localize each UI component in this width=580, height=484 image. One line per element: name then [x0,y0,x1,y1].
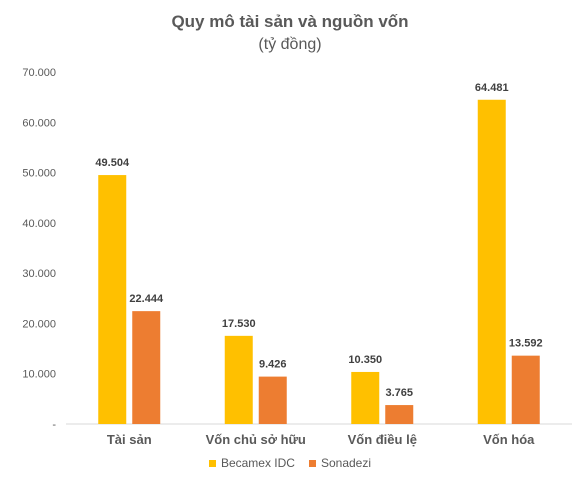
bar [385,405,414,424]
x-tick-label: Tài sản [107,432,152,447]
x-tick-label: Vốn chủ sở hữu [206,432,306,447]
legend-label-becamex: Becamex IDC [220,456,295,470]
y-tick-label: 30.000 [22,268,56,280]
y-tick-label: 70.000 [22,67,56,79]
x-tick-label: Vốn hóa [483,432,535,447]
bar [224,335,253,424]
bar [477,99,506,424]
data-label: 9.426 [259,359,287,371]
y-tick-label: 40.000 [22,218,56,230]
legend: Becamex IDC Sonadezi [0,456,580,470]
bar [132,311,161,424]
x-tick-label: Vốn điều lệ [348,432,417,447]
legend-swatch-becamex [208,459,216,467]
legend-label-sonadezi: Sonadezi [320,456,372,470]
bar [511,355,540,424]
data-label: 10.350 [348,354,382,366]
chart-subtitle: (tỷ đồng) [258,36,322,53]
data-label: 13.592 [509,338,543,350]
y-tick-label: 60.000 [22,117,56,129]
y-tick-label: 10.000 [22,369,56,381]
legend-item-sonadezi: Sonadezi [308,456,372,470]
data-label: 3.765 [385,387,413,399]
data-label: 22.444 [129,293,164,305]
legend-swatch-sonadezi [308,459,316,467]
bar [258,376,287,424]
y-tick-label: - [52,419,56,431]
data-label: 64.481 [475,82,509,94]
legend-item-becamex: Becamex IDC [208,456,295,470]
data-label: 49.504 [95,157,130,169]
chart-title: Quy mô tài sản và nguồn vốn [171,12,409,31]
y-tick-label: 20.000 [22,318,56,330]
data-label: 17.530 [222,318,256,330]
y-tick-label: 50.000 [22,168,56,180]
bar [351,371,380,424]
bar [98,175,127,424]
